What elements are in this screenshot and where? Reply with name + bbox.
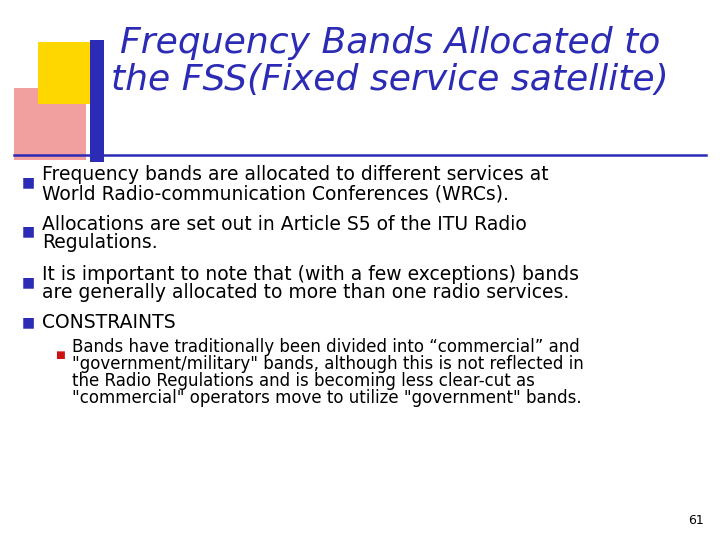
Text: ■: ■: [22, 175, 35, 189]
Text: Bands have traditionally been divided into “commercial” and: Bands have traditionally been divided in…: [72, 338, 580, 356]
Text: ■: ■: [55, 350, 65, 360]
Text: Allocations are set out in Article S5 of the ITU Radio: Allocations are set out in Article S5 of…: [42, 214, 527, 233]
Text: Regulations.: Regulations.: [42, 233, 158, 252]
Text: ■: ■: [22, 275, 35, 289]
Text: "government/military" bands, although this is not reflected in: "government/military" bands, although th…: [72, 355, 584, 373]
Text: Frequency bands are allocated to different services at: Frequency bands are allocated to differe…: [42, 165, 549, 185]
Text: "commercial" operators move to utilize "government" bands.: "commercial" operators move to utilize "…: [72, 389, 582, 407]
Text: It is important to note that (with a few exceptions) bands: It is important to note that (with a few…: [42, 266, 579, 285]
Text: CONSTRAINTS: CONSTRAINTS: [42, 313, 176, 332]
Text: ■: ■: [22, 224, 35, 238]
Text: Frequency Bands Allocated to: Frequency Bands Allocated to: [120, 26, 660, 60]
Text: World Radio-communication Conferences (WRCs).: World Radio-communication Conferences (W…: [42, 185, 509, 204]
Bar: [14, 88, 86, 160]
Bar: [90, 40, 104, 162]
Text: the FSS(Fixed service satellite): the FSS(Fixed service satellite): [111, 63, 669, 97]
Text: ■: ■: [22, 315, 35, 329]
Text: the Radio Regulations and is becoming less clear-cut as: the Radio Regulations and is becoming le…: [72, 372, 535, 390]
Text: 61: 61: [688, 514, 704, 526]
Text: are generally allocated to more than one radio services.: are generally allocated to more than one…: [42, 284, 570, 302]
Bar: [38, 42, 100, 104]
